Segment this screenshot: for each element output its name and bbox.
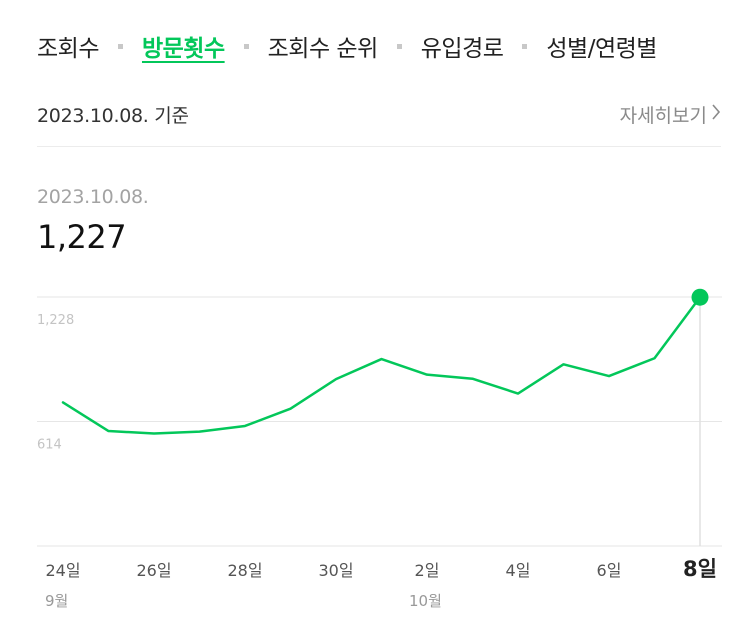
chevron-right-icon [711,103,721,126]
detail-link[interactable]: 자세히보기 [620,101,721,128]
x-tick-month-label: 9월 [45,592,68,610]
selected-date: 2023.10.08. [37,186,149,208]
x-tick-label: 28일 [227,561,262,580]
tab-referrers[interactable]: 유입경로 [420,36,504,62]
tab-visits[interactable]: 방문횟수 [141,36,225,62]
selected-value: 1,227 [37,218,127,256]
x-tick-label: 30일 [318,561,353,580]
x-tick-label: 24일 [45,561,80,580]
tab-separator [117,43,123,49]
tab-view-ranking[interactable]: 조회수 순위 [267,36,379,62]
tab-separator [243,43,249,49]
x-tick-label: 2일 [415,561,440,580]
x-tick-label: 8일 [683,557,717,581]
detail-link-label: 자세히보기 [619,105,707,127]
x-tick-label: 4일 [506,561,531,580]
x-tick-label: 6일 [597,561,622,580]
series-line [61,295,702,435]
header-divider [37,146,721,147]
tab-separator [396,43,402,49]
y-tick-label: 1,228 [37,313,74,328]
highlight-point [691,288,709,306]
y-tick-label: 614 [37,438,62,453]
stats-tabs: 조회수 방문횟수 조회수 순위 유입경로 성별/연령별 [37,26,743,66]
tab-gender-age[interactable]: 성별/연령별 [546,36,657,62]
x-tick-label: 26일 [136,561,171,580]
tab-views[interactable]: 조회수 [37,36,99,62]
basis-date: 2023.10.08. 기준 [37,105,189,127]
tab-separator [522,43,528,49]
x-tick-month-label: 10월 [409,592,442,610]
